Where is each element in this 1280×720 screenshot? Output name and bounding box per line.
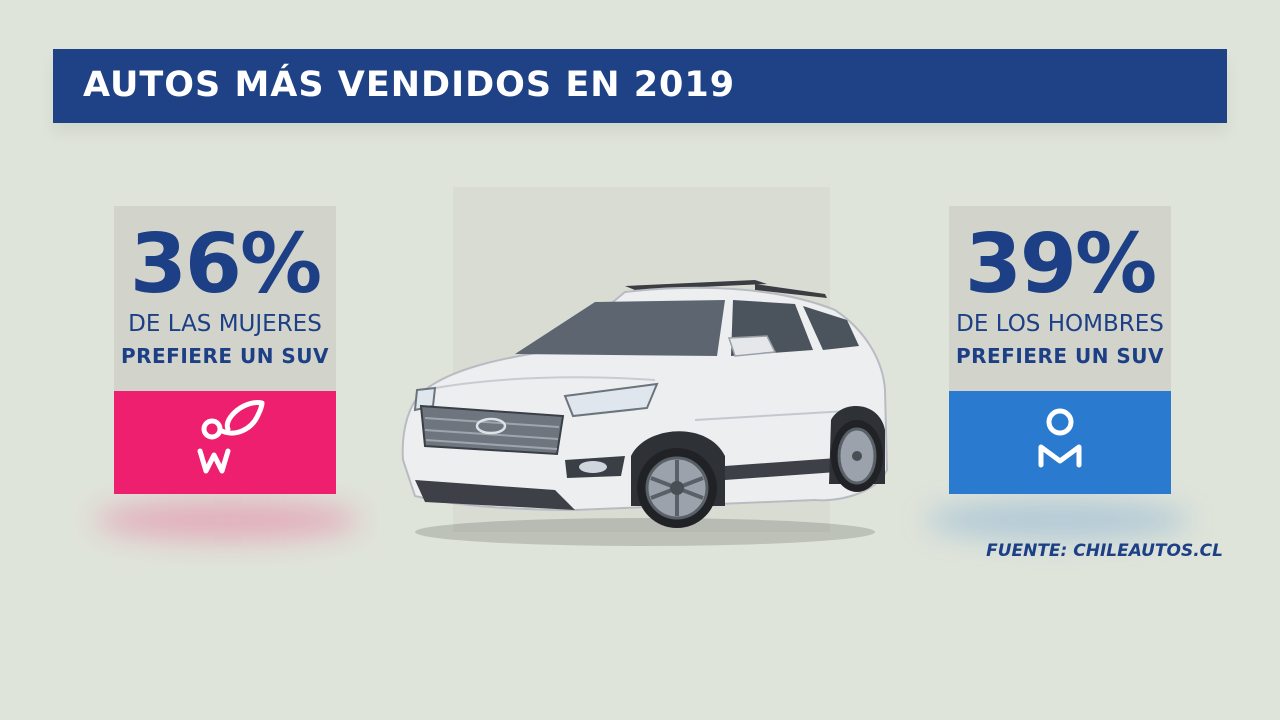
women-preference: PREFIERE UN SUV <box>120 344 330 368</box>
title-banner: AUTOS MÁS VENDIDOS EN 2019 <box>53 49 1227 123</box>
page-title: AUTOS MÁS VENDIDOS EN 2019 <box>83 65 736 105</box>
hyundai-logo-icon <box>475 417 507 435</box>
male-symbol-icon <box>1038 408 1082 468</box>
source-credit: FUENTE: CHILEAUTOS.CL <box>986 541 1223 561</box>
men-stat-panel: 39% DE LOS HOMBRES PREFIERE UN SUV <box>949 206 1171 391</box>
suv-car-image <box>401 280 889 546</box>
women-percent: 36% <box>129 217 322 312</box>
men-label: DE LOS HOMBRES <box>956 311 1164 337</box>
men-stat-card: 39% DE LOS HOMBRES PREFIERE UN SUV <box>949 206 1171 494</box>
women-card-shadow <box>95 500 360 540</box>
women-stat-panel: 36% DE LAS MUJERES PREFIERE UN SUV <box>114 206 336 391</box>
men-preference: PREFIERE UN SUV <box>955 344 1165 368</box>
women-icon-box <box>114 391 336 494</box>
men-card-shadow <box>925 500 1190 540</box>
women-stat-card: 36% DE LAS MUJERES PREFIERE UN SUV <box>114 206 336 494</box>
men-percent: 39% <box>964 217 1157 312</box>
female-symbol-icon <box>197 400 265 474</box>
women-label: DE LAS MUJERES <box>128 311 322 337</box>
men-icon-box <box>949 391 1171 494</box>
